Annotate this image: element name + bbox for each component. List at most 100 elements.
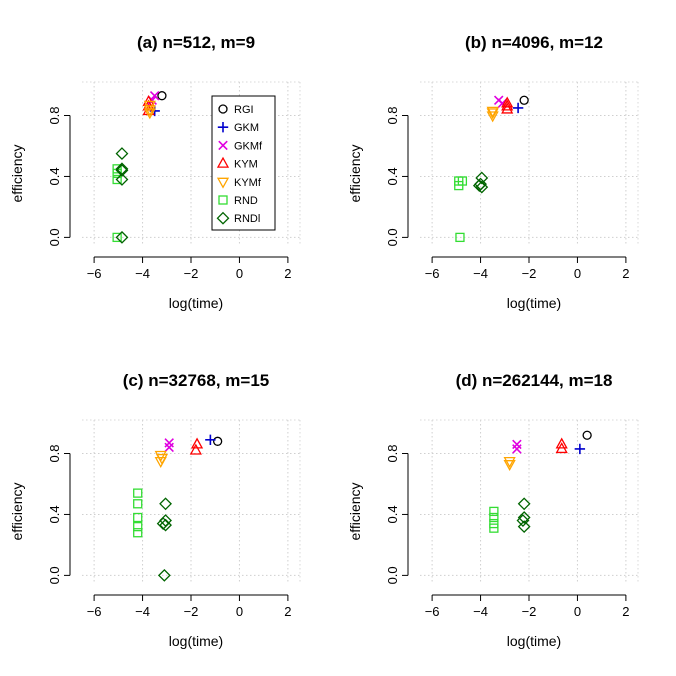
data-point [489, 523, 499, 533]
series-rnd [454, 176, 468, 243]
panel-c: (c) n=32768, m=15 −6 −4 −2 0 2 0.0 0.4 0.8 log(ti… [9, 371, 301, 649]
legend-label: RGI [234, 104, 254, 116]
data-point [517, 497, 531, 511]
x-axis-label: log(time) [507, 633, 561, 649]
series-rnd [133, 488, 143, 538]
legend-marker [216, 177, 230, 189]
series-kymf [503, 456, 516, 472]
y-tick-label: 0.8 [385, 444, 400, 462]
data-point [455, 232, 465, 243]
x-tick-label: −6 [425, 266, 440, 281]
legend-marker [216, 211, 230, 225]
panel-b: (b) n=4096, m=12 −6 −4 −2 0 2 0.0 0.4 0.8 log(tim… [347, 33, 639, 311]
data-point [164, 442, 174, 453]
data-point [574, 443, 586, 455]
legend-label: RNDl [234, 213, 260, 225]
panel-title: (b) n=4096, m=12 [465, 33, 603, 52]
data-point [555, 437, 568, 449]
y-axis-label: efficiency [9, 482, 25, 540]
data-point [501, 99, 514, 111]
data-point [503, 456, 516, 468]
panel-d: (d) n=262144, m=18 −6 −4 −2 0 2 0.0 0.4 0.8 log(t… [347, 371, 639, 649]
x-tick-label: −2 [184, 266, 199, 281]
legend-label: GKMf [234, 140, 263, 152]
series-rndl [516, 497, 531, 534]
data-point [517, 520, 531, 534]
x-axis-label: log(time) [169, 633, 223, 649]
x-tick-label: 0 [236, 604, 243, 619]
x-tick-label: 2 [622, 604, 629, 619]
data-point [115, 230, 129, 244]
legend-marker [218, 195, 228, 205]
series-rnd [489, 506, 499, 533]
x-axis-label: log(time) [169, 295, 223, 311]
legend-marker [217, 122, 229, 133]
series-gkmf [512, 439, 522, 454]
data-point [472, 179, 486, 193]
x-tick-label: −6 [87, 604, 102, 619]
data-point [501, 102, 514, 114]
y-tick-label: 0.0 [47, 566, 62, 584]
legend-marker [218, 104, 228, 114]
series-rgi [519, 95, 529, 105]
data-point [555, 442, 568, 454]
series-gkm [205, 434, 216, 446]
series-kym [555, 437, 568, 454]
panel-a: (a) n=512, m=9 −6 −4 −2 0 2 0.0 0.4 0.8 log(time)… [9, 33, 301, 311]
x-tick-label: −2 [522, 266, 537, 281]
data-point [489, 506, 499, 517]
x-tick-label: −6 [425, 604, 440, 619]
series-gkm [574, 443, 586, 455]
series-kymf [143, 100, 156, 120]
series-rgi [212, 436, 223, 446]
legend-box [211, 95, 276, 231]
series-kym [501, 96, 514, 114]
data-point [133, 488, 143, 498]
y-axis-label: efficiency [347, 482, 363, 540]
y-tick-label: 0.4 [385, 505, 400, 523]
x-tick-label: −2 [184, 604, 199, 619]
y-tick-label: 0.8 [47, 444, 62, 462]
x-axis-label: log(time) [507, 295, 561, 311]
data-point [512, 444, 522, 454]
y-tick-label: 0.0 [47, 228, 62, 246]
data-point [189, 443, 202, 455]
data-point [133, 512, 143, 523]
series-rgi [157, 91, 167, 101]
series-rndl [156, 497, 172, 582]
data-point [154, 456, 167, 468]
panel-title: (a) n=512, m=9 [137, 33, 255, 52]
data-point [512, 439, 522, 450]
legend-label: GKM [234, 122, 259, 134]
data-point [205, 434, 216, 446]
data-point [157, 568, 171, 582]
series-gkm [512, 102, 524, 114]
data-point [133, 528, 143, 538]
y-tick-label: 0.4 [47, 167, 62, 185]
data-point [112, 174, 122, 185]
panel-title: (d) n=262144, m=18 [456, 371, 613, 390]
data-point [115, 163, 129, 177]
data-point [519, 95, 529, 105]
series-kymf [154, 450, 169, 468]
data-point [164, 438, 174, 448]
x-tick-label: −4 [473, 266, 488, 281]
legend-label: KYMf [234, 177, 262, 189]
x-tick-label: 0 [574, 266, 581, 281]
y-tick-label: 0.0 [385, 228, 400, 246]
data-point [143, 108, 156, 120]
data-point [582, 430, 592, 440]
data-point [454, 180, 464, 191]
data-point [143, 100, 156, 112]
series-rndl [115, 147, 129, 244]
data-point [486, 111, 499, 123]
legend-label: KYM [234, 159, 258, 171]
x-tick-label: −6 [87, 266, 102, 281]
data-point [486, 108, 499, 120]
x-tick-label: −4 [135, 604, 150, 619]
data-point [115, 147, 129, 161]
x-tick-label: 0 [574, 604, 581, 619]
x-tick-label: 2 [622, 266, 629, 281]
series-rgi [582, 430, 592, 440]
series-rndl [472, 171, 489, 194]
